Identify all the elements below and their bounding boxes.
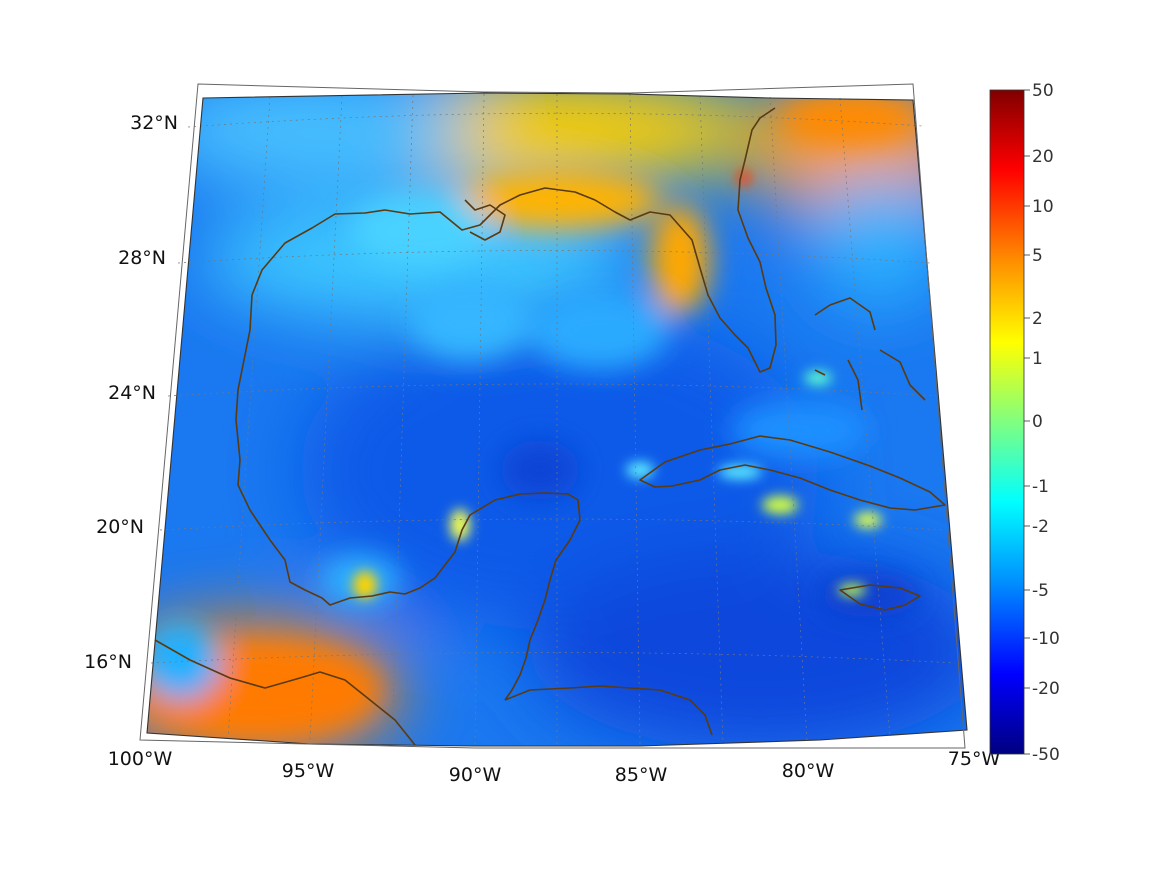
colorbar-tick-label: 0: [1032, 412, 1043, 432]
lon-tick-labels: 100°W 95°W 90°W 85°W 80°W 75°W: [108, 748, 1001, 786]
map-outer-frame: [139, 83, 966, 749]
lat-label-28: 28°N: [118, 247, 166, 269]
hispaniola-outline: [839, 584, 921, 611]
colorbar-tick-label: 2: [1032, 309, 1043, 329]
coastlines: [154, 107, 946, 746]
lon-label-100: 100°W: [108, 748, 173, 770]
bahamas-islands: [814, 297, 926, 411]
map-frame: [146, 92, 968, 747]
lat-label-20: 20°N: [96, 516, 144, 538]
cuba-outline: [639, 435, 946, 511]
lon-label-95: 95°W: [282, 760, 335, 782]
mexico-gulf-coast: [235, 294, 581, 701]
louisiana-delta: [464, 199, 506, 241]
colorbar-tick-label: 50: [1032, 81, 1054, 101]
lon-label-85: 85°W: [615, 764, 668, 786]
lat-label-16: 16°N: [84, 651, 132, 673]
central-america-coast: [504, 685, 713, 736]
colorbar-tick-label: 1: [1032, 349, 1043, 369]
colorbar-tick-label: 10: [1032, 197, 1054, 217]
lat-label-32: 32°N: [130, 112, 178, 134]
lat-label-24: 24°N: [108, 382, 156, 404]
colorbar-tick-label: -2: [1032, 517, 1049, 537]
colorbar-gradient: [989, 89, 1025, 755]
colorbar-tick-label: -1: [1032, 477, 1049, 497]
colorbar-tick-label: 20: [1032, 147, 1054, 167]
lat-tick-labels: 32°N 28°N 24°N 20°N 16°N: [84, 112, 178, 673]
lon-label-75: 75°W: [948, 748, 1001, 770]
colorbar-tick-label: -10: [1032, 629, 1060, 649]
mexico-pacific-coast: [154, 639, 416, 746]
colorbar-tick-label: 5: [1032, 246, 1043, 266]
colorbar-tick-label: -20: [1032, 679, 1060, 699]
lon-label-90: 90°W: [449, 764, 502, 786]
colorbar-tick-label: -5: [1032, 581, 1049, 601]
colorbar-tick-label: -50: [1032, 745, 1060, 765]
heat-field: [147, 93, 967, 746]
gulf-coastline: [251, 107, 777, 373]
lon-label-80: 80°W: [782, 760, 835, 782]
graticule: [150, 93, 956, 746]
